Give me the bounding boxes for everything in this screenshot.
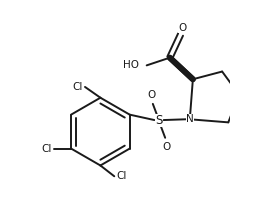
- Text: HO: HO: [123, 60, 139, 70]
- Text: Cl: Cl: [41, 144, 52, 153]
- Text: O: O: [178, 24, 186, 33]
- Text: S: S: [155, 114, 163, 127]
- Text: O: O: [147, 90, 155, 100]
- Text: N: N: [186, 114, 194, 124]
- Text: Cl: Cl: [116, 171, 127, 181]
- Text: O: O: [163, 142, 171, 152]
- Text: Cl: Cl: [72, 82, 83, 92]
